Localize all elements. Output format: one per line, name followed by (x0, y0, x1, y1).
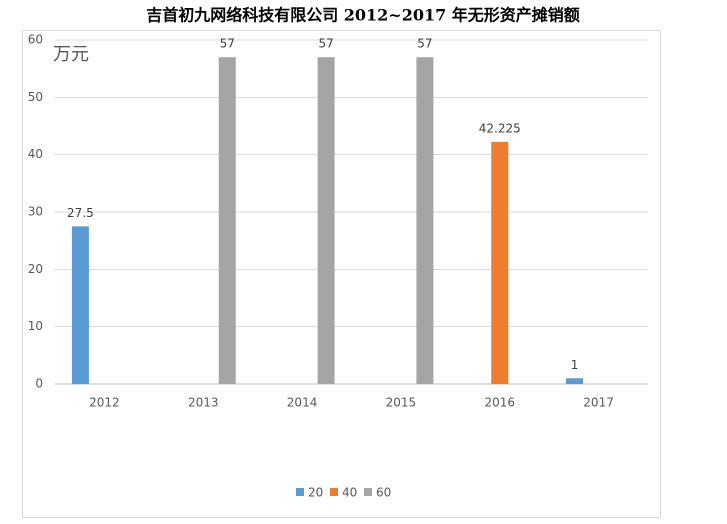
y-tick-label: 20 (28, 262, 43, 276)
legend-swatch (364, 488, 372, 496)
y-tick-label: 50 (28, 90, 43, 104)
x-tick-label: 2013 (188, 396, 219, 410)
data-label: 42.225 (479, 121, 521, 135)
y-tick-label: 60 (28, 33, 43, 47)
legend-swatch (296, 488, 304, 496)
chart-title: 吉首初九网络科技有限公司 2012~2017 年无形资产摊销额 (146, 6, 580, 25)
x-tick-label: 2017 (583, 396, 614, 410)
x-tick-label: 2014 (287, 396, 318, 410)
legend-swatch (330, 488, 338, 496)
data-label: 1 (571, 358, 579, 372)
bar (566, 378, 584, 384)
legend-label: 60 (376, 486, 391, 500)
data-label: 27.5 (67, 206, 94, 220)
bar (218, 57, 236, 384)
bar (491, 141, 509, 384)
bar (317, 57, 335, 384)
y-tick-label: 0 (35, 377, 43, 391)
data-label: 57 (417, 37, 432, 51)
unit-annotation: 万元 (53, 44, 89, 65)
y-tick-label: 30 (28, 205, 43, 219)
y-tick-label: 10 (28, 319, 43, 333)
chart-frame (22, 30, 661, 518)
y-tick-label: 40 (28, 147, 43, 161)
legend-label: 40 (342, 486, 357, 500)
x-tick-label: 2012 (89, 396, 120, 410)
data-label: 57 (318, 37, 333, 51)
bar (416, 57, 434, 384)
x-tick-label: 2016 (484, 396, 515, 410)
data-label: 57 (220, 37, 235, 51)
legend-label: 20 (308, 486, 323, 500)
x-tick-label: 2015 (386, 396, 417, 410)
bar (71, 226, 89, 384)
